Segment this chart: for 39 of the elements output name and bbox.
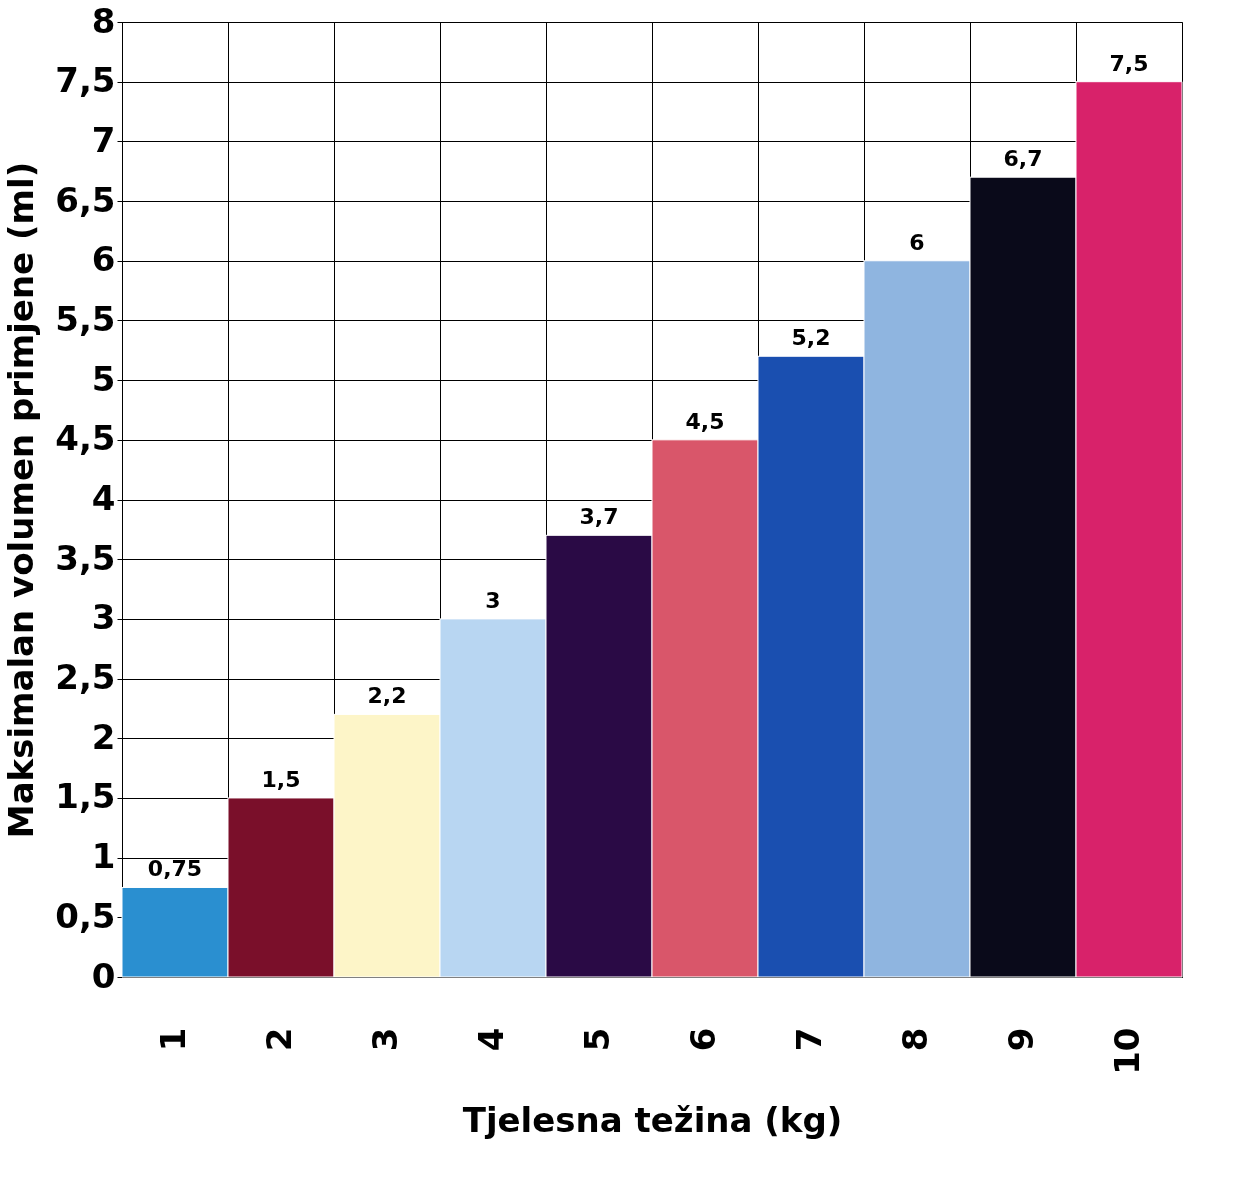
y-tick-label: 6,5: [55, 179, 116, 220]
y-axis-title: Maksimalan volumen primjene (ml): [1, 161, 42, 839]
data-label: 1,5: [261, 766, 301, 792]
x-tick-label: 4: [471, 1027, 511, 1052]
x-tick-label: 1: [153, 1027, 193, 1052]
y-tick-label: 2: [91, 716, 116, 757]
x-tick-label: 5: [577, 1027, 617, 1052]
data-label: 3: [485, 587, 501, 613]
data-label: 3,7: [579, 504, 619, 530]
y-tick-label: 3: [91, 597, 116, 638]
y-tick-label: 0,5: [55, 895, 116, 936]
data-label: 7,5: [1109, 50, 1149, 76]
data-label: 0,75: [147, 856, 203, 882]
x-tick-label: 8: [895, 1027, 935, 1052]
y-tick-label: 5: [91, 358, 116, 399]
x-axis-title: Tjelesna težina (kg): [462, 1099, 843, 1140]
y-tick-label: 8: [91, 0, 116, 41]
data-label: 6: [909, 229, 925, 255]
x-tick-label: 7: [789, 1027, 829, 1052]
x-tick-label: 2: [259, 1027, 299, 1052]
x-tick-label: 3: [365, 1027, 405, 1052]
y-tick-label: 4: [91, 478, 116, 518]
y-tick-label: 6: [91, 239, 116, 280]
y-tick-label: 1: [91, 836, 116, 877]
x-tick-label: 9: [1001, 1027, 1041, 1052]
y-tick-label: 1,5: [55, 776, 116, 817]
x-tick-label: 6: [683, 1027, 723, 1052]
data-label: 2,2: [367, 683, 407, 709]
y-tick-label: 0: [91, 955, 116, 996]
y-tick-label: 3,5: [55, 537, 116, 578]
y-tick-label: 5,5: [55, 298, 116, 339]
x-tick-label: 10: [1107, 1027, 1147, 1075]
y-tick-label: 4,5: [55, 418, 116, 459]
y-tick-label: 7,5: [55, 60, 116, 101]
y-tick-label: 7: [91, 119, 116, 160]
y-tick-label: 2,5: [55, 657, 116, 698]
data-label: 6,7: [1003, 146, 1043, 172]
data-label: 4,5: [685, 408, 725, 434]
data-label: 5,2: [791, 325, 831, 351]
